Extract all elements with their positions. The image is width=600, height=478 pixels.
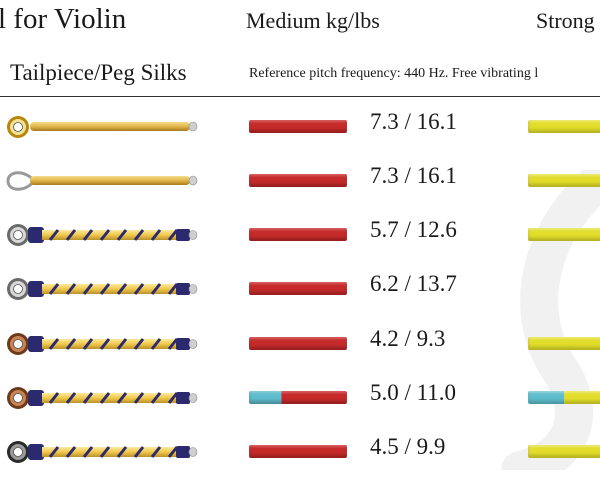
medium-tension-value: 7.3 / 16.1 bbox=[370, 109, 457, 134]
medium-tension-bar bbox=[249, 228, 347, 241]
string-row: 6.2 / 13.7 bbox=[0, 271, 600, 304]
copper-ring-silk-string-icon bbox=[4, 329, 199, 364]
medium-tension-bar bbox=[249, 391, 347, 404]
strong-tension-bar bbox=[528, 228, 600, 241]
strong-tension-bar bbox=[528, 445, 600, 458]
silver-ring-silk-string-icon bbox=[4, 220, 199, 255]
string-row: 4.2 / 9.3 bbox=[0, 326, 600, 359]
silver-ring-silk-string-icon bbox=[4, 274, 199, 309]
string-row: 7.3 / 16.1 bbox=[0, 109, 600, 142]
medium-tension-value: 5.7 / 12.6 bbox=[370, 217, 457, 242]
subtitle: Tailpiece/Peg Silks bbox=[10, 60, 187, 85]
medium-column-header: Medium kg/lbs bbox=[246, 8, 380, 33]
dark-ring-silk-string-icon bbox=[4, 437, 199, 472]
medium-tension-value: 5.0 / 11.0 bbox=[370, 380, 457, 405]
gold-ring-string-icon bbox=[4, 112, 199, 147]
reference-note: Reference pitch frequency: 440 Hz. Free … bbox=[249, 66, 539, 81]
medium-tension-value: 4.2 / 9.3 bbox=[370, 326, 446, 351]
medium-tension-bar bbox=[249, 337, 347, 350]
medium-tension-value: 6.2 / 13.7 bbox=[370, 271, 457, 296]
medium-tension-bar bbox=[249, 445, 347, 458]
watermark-swirl-icon bbox=[501, 170, 600, 470]
string-row: 5.0 / 11.0 bbox=[0, 380, 600, 413]
header-divider bbox=[0, 96, 600, 97]
medium-tension-bar bbox=[249, 174, 347, 187]
strong-tension-bar bbox=[528, 337, 600, 350]
strong-tension-bar bbox=[528, 174, 600, 187]
strong-column-header: Strong bbox=[536, 8, 595, 33]
strong-tension-bar bbox=[528, 391, 600, 404]
medium-tension-bar bbox=[249, 120, 347, 133]
medium-tension-value: 4.5 / 9.9 bbox=[370, 434, 446, 459]
string-row: 5.7 / 12.6 bbox=[0, 217, 600, 250]
string-row: 7.3 / 16.1 bbox=[0, 163, 600, 196]
medium-tension-value: 7.3 / 16.1 bbox=[370, 163, 457, 188]
copper-ring-silk-string-icon bbox=[4, 383, 199, 418]
page-title: l for Violin bbox=[0, 3, 127, 35]
string-row: 4.5 / 9.9 bbox=[0, 434, 600, 467]
strong-tension-bar bbox=[528, 120, 600, 133]
medium-tension-bar bbox=[249, 282, 347, 295]
loop-end-string-icon bbox=[4, 166, 199, 201]
